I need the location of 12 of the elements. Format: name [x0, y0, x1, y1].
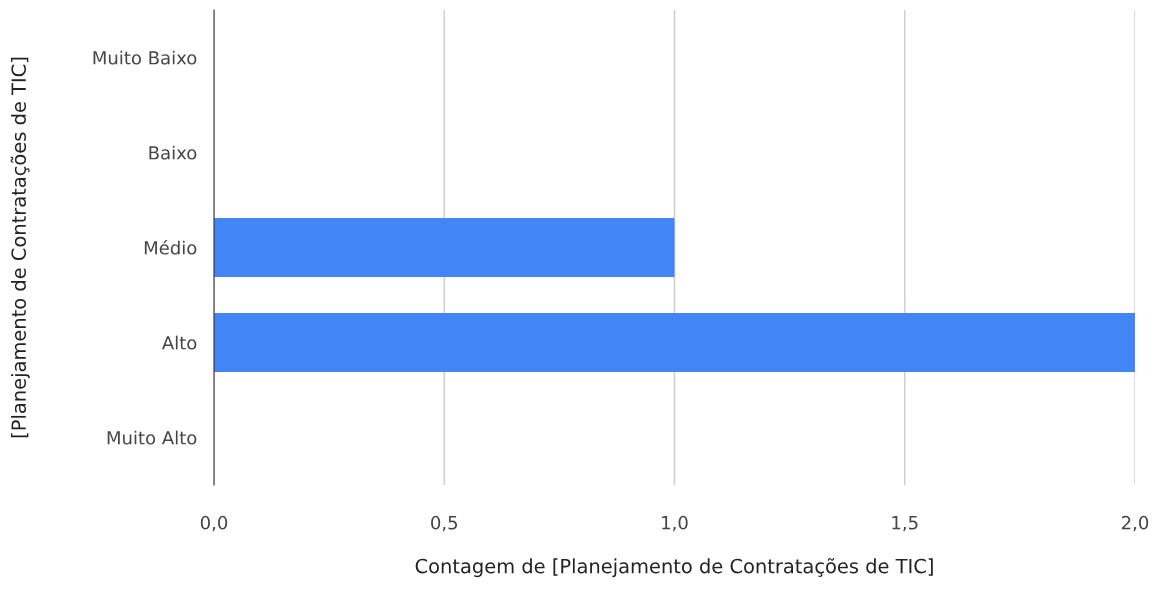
- y-tick-label: Muito Baixo: [93, 50, 197, 65]
- y-tick-label: Médio: [144, 239, 197, 255]
- x-tick-label: 1,0: [662, 515, 688, 532]
- x-tick-label: 2,0: [1121, 515, 1149, 532]
- x-axis-title: Contagem de [Planejamento de Contratações de TIC]: [415, 558, 933, 578]
- y-tick-label: Alto: [161, 335, 197, 350]
- y-tick-label: Baixo: [149, 145, 197, 160]
- y-axis-title: [Planejamento de Contratações de TIC]: [10, 57, 30, 438]
- x-tick-label: 0,5: [431, 515, 458, 532]
- y-tick-label: Muito Alto: [107, 430, 197, 445]
- x-tick-label: 1,5: [892, 516, 918, 532]
- x-tick-label: 0,0: [200, 515, 228, 532]
